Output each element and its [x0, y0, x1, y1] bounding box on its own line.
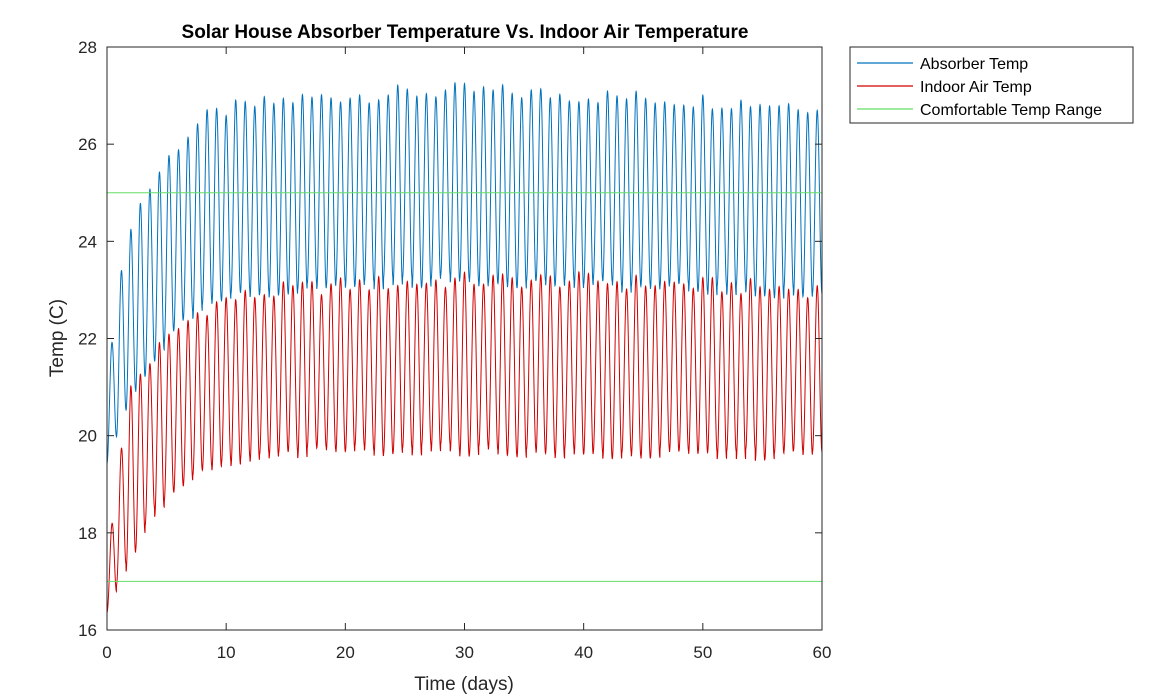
x-axis-label: Time (days) — [414, 674, 514, 695]
legend-label-indoor: Indoor Air Temp — [920, 79, 1032, 96]
x-tick-label: 10 — [217, 643, 236, 662]
x-tick-label: 30 — [455, 643, 474, 662]
series-layer — [106, 81, 823, 613]
plot-background — [107, 47, 822, 630]
y-tick-label: 26 — [78, 135, 97, 154]
legend-label-comfort: Comfortable Temp Range — [920, 102, 1102, 119]
y-tick-label: 24 — [78, 232, 97, 251]
y-tick-label: 18 — [78, 524, 97, 543]
x-tick-label: 20 — [336, 643, 355, 662]
legend: Absorber Temp Indoor Air Temp Comfortabl… — [849, 46, 1134, 124]
x-axis: 0 10 20 30 40 50 60 — [102, 47, 831, 662]
y-tick-label: 22 — [78, 330, 97, 349]
legend-label-absorber: Absorber Temp — [920, 56, 1028, 73]
y-axis-label: Temp (C) — [47, 299, 68, 377]
plot-area — [106, 46, 823, 631]
x-tick-label: 0 — [102, 643, 111, 662]
y-tick-label: 16 — [78, 621, 97, 640]
legend-box — [849, 46, 1134, 124]
y-tick-label: 20 — [78, 427, 97, 446]
y-axis: 16 18 20 22 24 26 28 — [78, 38, 822, 640]
series-line-indoor — [106, 270, 823, 613]
x-tick-label: 60 — [813, 643, 832, 662]
y-tick-label: 28 — [78, 38, 97, 57]
x-tick-label: 40 — [574, 643, 593, 662]
chart-title: Solar House Absorber Temperature Vs. Ind… — [182, 22, 749, 43]
x-tick-label: 50 — [693, 643, 712, 662]
series-line-absorber — [106, 81, 823, 464]
